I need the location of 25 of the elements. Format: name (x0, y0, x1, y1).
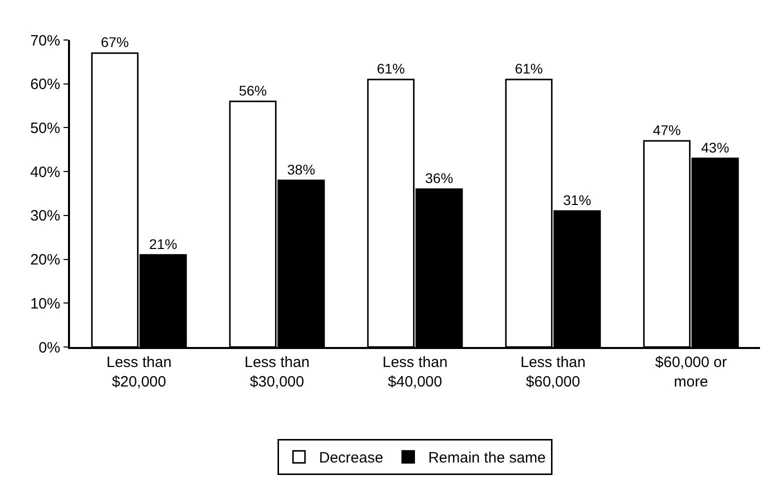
data-label: 56% (238, 82, 267, 98)
data-label: 47% (652, 122, 681, 138)
y-tick-label: 50% (30, 120, 60, 137)
legend-label: Remain the same (428, 450, 546, 467)
y-tick-label: 60% (30, 76, 60, 94)
data-label: 31% (563, 192, 592, 208)
legend-label: Decrease (319, 450, 384, 467)
y-tick-label: 10% (30, 295, 60, 312)
data-label: 43% (701, 139, 730, 156)
data-label: 21% (149, 236, 178, 252)
y-tick-label: 40% (30, 164, 60, 181)
x-tick-label: Less than $30,000 (244, 354, 310, 390)
data-label: 36% (425, 170, 454, 186)
y-tick-label: 30% (30, 208, 60, 225)
y-tick-label: 0% (38, 339, 60, 356)
data-label: 61% (514, 60, 543, 76)
x-tick-label: Less than $20,000 (106, 354, 172, 390)
x-tick-label: $60,000 or more (655, 354, 727, 390)
data-label: 38% (287, 161, 316, 178)
data-label: 61% (376, 60, 405, 76)
data-label: 67% (100, 34, 129, 50)
y-tick-label: 20% (30, 252, 60, 269)
x-tick-label: Less than $60,000 (520, 354, 586, 390)
x-tick-label: Less than $40,000 (382, 354, 448, 390)
y-tick-label: 70% (30, 32, 60, 50)
